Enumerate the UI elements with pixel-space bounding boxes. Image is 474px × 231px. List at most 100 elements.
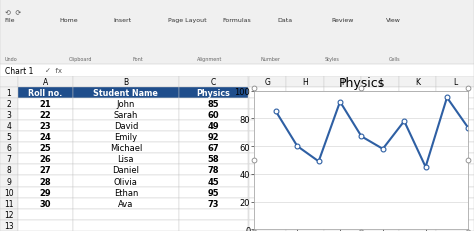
FancyBboxPatch shape xyxy=(324,87,361,98)
Text: Daniel: Daniel xyxy=(112,166,139,175)
FancyBboxPatch shape xyxy=(18,187,73,198)
FancyBboxPatch shape xyxy=(361,143,399,154)
FancyBboxPatch shape xyxy=(179,198,248,209)
FancyBboxPatch shape xyxy=(0,98,18,109)
FancyBboxPatch shape xyxy=(0,65,474,77)
FancyBboxPatch shape xyxy=(73,109,179,120)
FancyBboxPatch shape xyxy=(286,176,324,187)
Text: 30: 30 xyxy=(39,199,51,208)
Text: B: B xyxy=(123,77,128,86)
FancyBboxPatch shape xyxy=(73,120,179,131)
FancyBboxPatch shape xyxy=(361,76,399,87)
Text: 10: 10 xyxy=(4,188,14,197)
FancyBboxPatch shape xyxy=(361,176,399,187)
FancyBboxPatch shape xyxy=(249,176,286,187)
Text: Insert: Insert xyxy=(114,18,132,23)
FancyBboxPatch shape xyxy=(18,209,73,220)
FancyBboxPatch shape xyxy=(286,143,324,154)
FancyBboxPatch shape xyxy=(18,76,73,87)
FancyBboxPatch shape xyxy=(18,143,73,154)
FancyBboxPatch shape xyxy=(399,76,437,87)
FancyBboxPatch shape xyxy=(179,220,248,231)
Text: C: C xyxy=(211,77,216,86)
FancyBboxPatch shape xyxy=(18,176,73,187)
Text: 45: 45 xyxy=(208,177,219,186)
Text: J: J xyxy=(379,77,381,86)
FancyBboxPatch shape xyxy=(73,76,179,87)
FancyBboxPatch shape xyxy=(0,198,18,209)
Text: 67: 67 xyxy=(208,144,219,152)
Text: Alignment: Alignment xyxy=(197,56,222,61)
Text: 73: 73 xyxy=(208,199,219,208)
FancyBboxPatch shape xyxy=(324,109,361,120)
FancyBboxPatch shape xyxy=(324,165,361,176)
FancyBboxPatch shape xyxy=(249,98,286,109)
Text: 29: 29 xyxy=(39,188,51,197)
FancyBboxPatch shape xyxy=(0,120,18,131)
FancyBboxPatch shape xyxy=(249,220,286,231)
FancyBboxPatch shape xyxy=(361,109,399,120)
FancyBboxPatch shape xyxy=(249,209,286,220)
Text: 4: 4 xyxy=(7,122,11,131)
Text: 85: 85 xyxy=(208,99,219,108)
FancyBboxPatch shape xyxy=(73,176,179,187)
Text: Cells: Cells xyxy=(389,56,401,61)
Text: 25: 25 xyxy=(39,144,51,152)
Text: 28: 28 xyxy=(39,177,51,186)
FancyBboxPatch shape xyxy=(286,87,324,98)
Text: Ava: Ava xyxy=(118,199,134,208)
FancyBboxPatch shape xyxy=(0,165,18,176)
FancyBboxPatch shape xyxy=(73,209,179,220)
FancyBboxPatch shape xyxy=(286,109,324,120)
FancyBboxPatch shape xyxy=(286,165,324,176)
FancyBboxPatch shape xyxy=(179,209,248,220)
FancyBboxPatch shape xyxy=(286,120,324,131)
Text: Review: Review xyxy=(332,18,354,23)
Text: 11: 11 xyxy=(4,199,14,208)
FancyBboxPatch shape xyxy=(73,143,179,154)
FancyBboxPatch shape xyxy=(361,154,399,165)
Text: 92: 92 xyxy=(208,133,219,142)
Text: ✓  fx: ✓ fx xyxy=(45,68,62,74)
FancyBboxPatch shape xyxy=(73,98,179,109)
FancyBboxPatch shape xyxy=(399,165,437,176)
Text: 12: 12 xyxy=(4,210,14,219)
FancyBboxPatch shape xyxy=(179,187,248,198)
Text: 95: 95 xyxy=(208,188,219,197)
Text: View: View xyxy=(386,18,401,23)
Text: Home: Home xyxy=(59,18,78,23)
FancyBboxPatch shape xyxy=(249,187,286,198)
FancyBboxPatch shape xyxy=(73,131,179,143)
FancyBboxPatch shape xyxy=(179,76,248,87)
FancyBboxPatch shape xyxy=(361,165,399,176)
FancyBboxPatch shape xyxy=(399,198,437,209)
Text: Number: Number xyxy=(261,56,281,61)
Text: Lisa: Lisa xyxy=(118,155,134,164)
FancyBboxPatch shape xyxy=(361,131,399,143)
FancyBboxPatch shape xyxy=(361,98,399,109)
FancyBboxPatch shape xyxy=(286,154,324,165)
FancyBboxPatch shape xyxy=(324,131,361,143)
FancyBboxPatch shape xyxy=(437,209,474,220)
FancyBboxPatch shape xyxy=(361,187,399,198)
Text: G: G xyxy=(264,77,271,86)
FancyBboxPatch shape xyxy=(399,98,437,109)
Text: 9: 9 xyxy=(7,177,11,186)
Text: 23: 23 xyxy=(39,122,51,131)
FancyBboxPatch shape xyxy=(437,87,474,98)
FancyBboxPatch shape xyxy=(179,154,248,165)
FancyBboxPatch shape xyxy=(18,120,73,131)
FancyBboxPatch shape xyxy=(18,98,73,109)
FancyBboxPatch shape xyxy=(73,187,179,198)
Text: Page Layout: Page Layout xyxy=(168,18,207,23)
FancyBboxPatch shape xyxy=(361,198,399,209)
Text: I: I xyxy=(342,77,344,86)
FancyBboxPatch shape xyxy=(179,87,248,98)
Text: 49: 49 xyxy=(208,122,219,131)
FancyBboxPatch shape xyxy=(179,98,248,109)
FancyBboxPatch shape xyxy=(437,154,474,165)
Text: ⟲  ⟳: ⟲ ⟳ xyxy=(5,10,21,16)
FancyBboxPatch shape xyxy=(399,87,437,98)
FancyBboxPatch shape xyxy=(361,220,399,231)
Text: L: L xyxy=(453,77,457,86)
